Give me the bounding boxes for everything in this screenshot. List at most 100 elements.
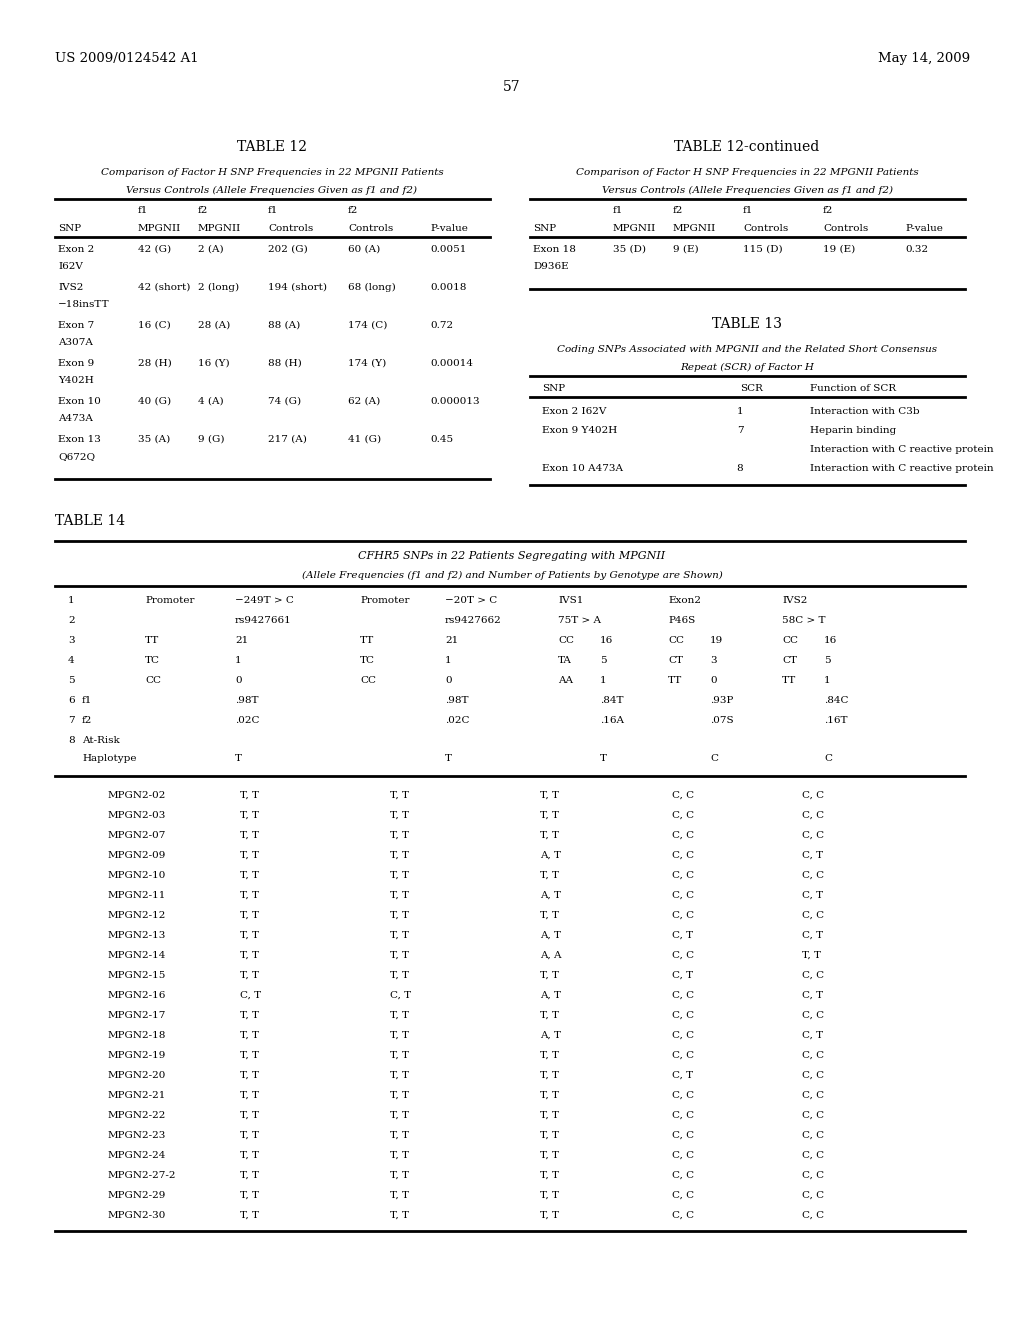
Text: T, T: T, T — [390, 1092, 409, 1100]
Text: T, T: T, T — [540, 810, 559, 820]
Text: T, T: T, T — [240, 1191, 259, 1200]
Text: T, T: T, T — [390, 1051, 409, 1060]
Text: T, T: T, T — [390, 1151, 409, 1160]
Text: C, C: C, C — [672, 1131, 694, 1140]
Text: Function of SCR: Function of SCR — [810, 384, 896, 393]
Text: C, C: C, C — [672, 791, 694, 800]
Text: MPGN2-07: MPGN2-07 — [108, 832, 166, 840]
Text: 58C > T: 58C > T — [782, 616, 825, 624]
Text: Repeat (SCR) of Factor H: Repeat (SCR) of Factor H — [680, 363, 814, 372]
Text: 194 (short): 194 (short) — [268, 282, 327, 292]
Text: T, T: T, T — [240, 931, 259, 940]
Text: T, T: T, T — [540, 1092, 559, 1100]
Text: MPGN2-23: MPGN2-23 — [108, 1131, 166, 1140]
Text: A, T: A, T — [540, 891, 561, 900]
Text: T, T: T, T — [390, 891, 409, 900]
Text: A, T: A, T — [540, 1031, 561, 1040]
Text: C, C: C, C — [672, 1092, 694, 1100]
Text: Coding SNPs Associated with MPGNII and the Related Short Consensus: Coding SNPs Associated with MPGNII and t… — [557, 345, 937, 354]
Text: .84C: .84C — [824, 696, 849, 705]
Text: C: C — [710, 754, 718, 763]
Text: TABLE 12-continued: TABLE 12-continued — [675, 140, 819, 154]
Text: US 2009/0124542 A1: US 2009/0124542 A1 — [55, 51, 199, 65]
Text: TABLE 12: TABLE 12 — [237, 140, 307, 154]
Text: 0.0051: 0.0051 — [430, 246, 466, 253]
Text: Exon 10: Exon 10 — [58, 397, 101, 407]
Text: MPGN2-27-2: MPGN2-27-2 — [108, 1171, 176, 1180]
Text: T, T: T, T — [240, 1171, 259, 1180]
Text: 2 (long): 2 (long) — [198, 282, 240, 292]
Text: MPGNII: MPGNII — [613, 224, 656, 234]
Text: C, C: C, C — [672, 1191, 694, 1200]
Text: Comparison of Factor H SNP Frequencies in 22 MPGNII Patients: Comparison of Factor H SNP Frequencies i… — [575, 168, 919, 177]
Text: A, T: A, T — [540, 851, 561, 861]
Text: T, T: T, T — [240, 891, 259, 900]
Text: .16T: .16T — [824, 715, 848, 725]
Text: MPGNII: MPGNII — [138, 224, 181, 234]
Text: 3: 3 — [710, 656, 717, 665]
Text: T, T: T, T — [390, 851, 409, 861]
Text: T, T: T, T — [240, 911, 259, 920]
Text: C, C: C, C — [672, 810, 694, 820]
Text: MPGN2-24: MPGN2-24 — [108, 1151, 166, 1160]
Text: T, T: T, T — [390, 931, 409, 940]
Text: C, T: C, T — [390, 991, 411, 1001]
Text: C, C: C, C — [672, 991, 694, 1001]
Text: (Allele Frequencies (f1 and f2) and Number of Patients by Genotype are Shown): (Allele Frequencies (f1 and f2) and Numb… — [302, 572, 722, 579]
Text: C, C: C, C — [672, 891, 694, 900]
Text: 0.0018: 0.0018 — [430, 282, 466, 292]
Text: T, T: T, T — [540, 1131, 559, 1140]
Text: 74 (G): 74 (G) — [268, 397, 301, 407]
Text: 7: 7 — [68, 715, 75, 725]
Text: T, T: T, T — [240, 791, 259, 800]
Text: C, C: C, C — [802, 871, 824, 880]
Text: Comparison of Factor H SNP Frequencies in 22 MPGNII Patients: Comparison of Factor H SNP Frequencies i… — [100, 168, 443, 177]
Text: C, T: C, T — [802, 1031, 823, 1040]
Text: 1: 1 — [234, 656, 242, 665]
Text: T, T: T, T — [390, 950, 409, 960]
Text: MPGNII: MPGNII — [673, 224, 716, 234]
Text: f1: f1 — [138, 206, 148, 215]
Text: CC: CC — [145, 676, 161, 685]
Text: CT: CT — [782, 656, 797, 665]
Text: T, T: T, T — [540, 1051, 559, 1060]
Text: T, T: T, T — [390, 1011, 409, 1020]
Text: T, T: T, T — [240, 1051, 259, 1060]
Text: T, T: T, T — [240, 950, 259, 960]
Text: 19: 19 — [710, 636, 723, 645]
Text: C, C: C, C — [672, 832, 694, 840]
Text: TT: TT — [668, 676, 682, 685]
Text: T, T: T, T — [390, 911, 409, 920]
Text: 28 (H): 28 (H) — [138, 359, 172, 368]
Text: MPGN2-03: MPGN2-03 — [108, 810, 166, 820]
Text: At-Risk: At-Risk — [82, 737, 120, 744]
Text: AA: AA — [558, 676, 573, 685]
Text: T, T: T, T — [240, 1131, 259, 1140]
Text: 21: 21 — [234, 636, 248, 645]
Text: T, T: T, T — [240, 871, 259, 880]
Text: TC: TC — [145, 656, 160, 665]
Text: 0.00014: 0.00014 — [430, 359, 473, 368]
Text: 0.72: 0.72 — [430, 321, 454, 330]
Text: IVS2: IVS2 — [782, 597, 807, 605]
Text: C, C: C, C — [802, 1051, 824, 1060]
Text: Q672Q: Q672Q — [58, 451, 95, 461]
Text: C, C: C, C — [802, 1092, 824, 1100]
Text: 202 (G): 202 (G) — [268, 246, 308, 253]
Text: 40 (G): 40 (G) — [138, 397, 171, 407]
Text: Exon 13: Exon 13 — [58, 436, 101, 444]
Text: Y402H: Y402H — [58, 376, 94, 385]
Text: T, T: T, T — [540, 1191, 559, 1200]
Text: 16: 16 — [600, 636, 613, 645]
Text: MPGN2-20: MPGN2-20 — [108, 1071, 166, 1080]
Text: C, C: C, C — [802, 1210, 824, 1220]
Text: Haplotype: Haplotype — [82, 754, 136, 763]
Text: C, T: C, T — [802, 851, 823, 861]
Text: C, T: C, T — [672, 1071, 693, 1080]
Text: 16 (Y): 16 (Y) — [198, 359, 229, 368]
Text: C, T: C, T — [240, 991, 261, 1001]
Text: Heparin binding: Heparin binding — [810, 426, 896, 436]
Text: 0: 0 — [445, 676, 452, 685]
Text: 0: 0 — [710, 676, 717, 685]
Text: T, T: T, T — [540, 1011, 559, 1020]
